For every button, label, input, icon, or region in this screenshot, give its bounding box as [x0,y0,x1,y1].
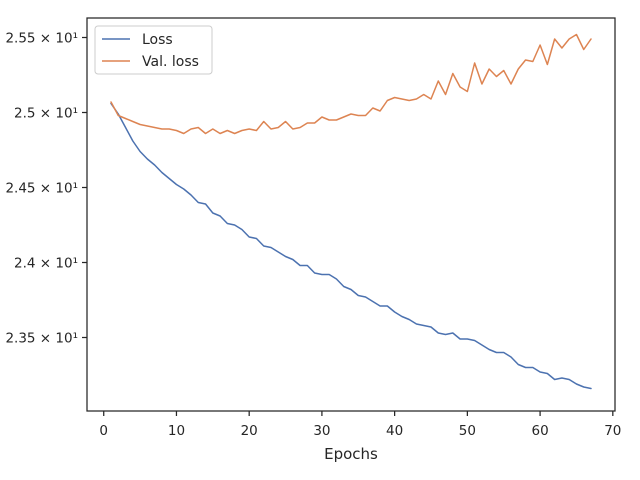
axes-frame [86,17,616,412]
y-axis-ticks: 2.35 × 10¹ 2.4 × 10¹ 2.45 × 10¹ 2.5 × 10¹ 2.… [5,31,87,347]
x-tick-label: 10 [168,423,185,439]
x-tick-label: 20 [241,423,258,439]
x-axis-label: Epochs [324,445,378,463]
series-line-1 [110,33,592,135]
x-tick-label: 30 [313,423,330,439]
y-tick-label: 2.55 × 10¹ [5,31,78,47]
x-tick-label: 60 [531,423,548,439]
x-tick-label: 50 [459,423,476,439]
x-tick-label: 0 [99,423,108,439]
y-tick-label: 2.45 × 10¹ [5,181,78,197]
legend-box [94,25,213,75]
legend-label: Loss [142,32,173,48]
x-tick-label: 40 [386,423,403,439]
y-tick-label: 2.5 × 10¹ [14,106,78,122]
series-lines [110,33,592,390]
legend: Loss Val. loss [94,25,213,75]
plot-area [86,17,616,412]
series-line-0 [110,102,592,390]
y-tick-label: 2.35 × 10¹ [5,331,78,347]
x-tick-label: 70 [604,423,621,439]
y-tick-label: 2.4 × 10¹ [14,256,78,272]
x-axis-ticks: 0 10 20 30 40 50 60 70 [99,411,621,439]
legend-label: Val. loss [142,54,199,70]
